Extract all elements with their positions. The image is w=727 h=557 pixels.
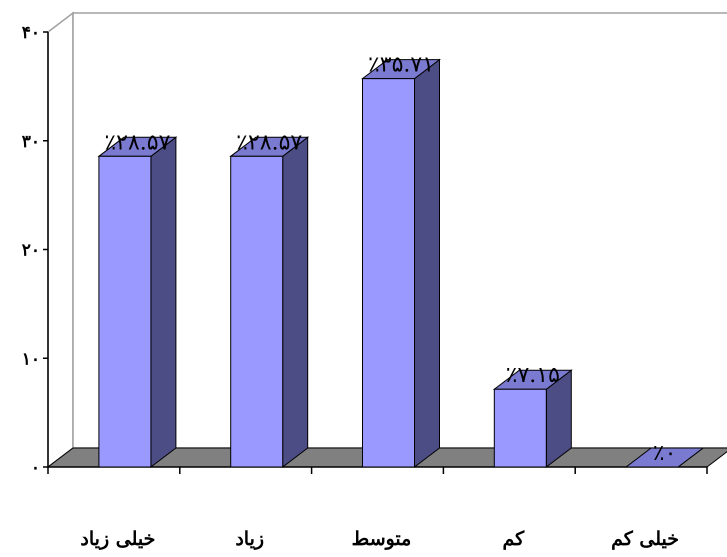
y-tick-label: ۱۰ [22,349,40,369]
category-label: زیاد [235,528,264,550]
y-tick-label: ۰ [31,458,40,478]
data-label: ٪۳۵.۷۱ [368,53,434,78]
bar [97,136,178,469]
chart-labels: ٪۲۸.۵۷ خیلی زیاد ٪۲۸.۵۷ زیاد ٪۳۵.۷۱ متوسط ٪۷.۱… [80,53,679,550]
chart-axes: ۰ ۱۰ ۲۰ ۳۰ ۴۰ [22,23,708,478]
y-tick-label: ۳۰ [22,132,40,152]
data-label: ٪۲۸.۵۷ [104,130,170,155]
bar [361,58,441,469]
side-wall [47,11,74,469]
data-label: ٪۰ [653,441,677,466]
data-label: ٪۷.۱۵ [506,363,560,388]
chart-bars [97,58,705,469]
data-label: ٪۲۸.۵۷ [236,130,302,155]
bar-front [230,155,284,468]
category-label: کم [502,528,525,550]
bar-side [414,58,440,469]
bar-front [493,388,547,468]
category-label: متوسط [352,528,412,550]
bar-top [624,447,705,468]
bar-side [150,136,177,469]
bar [624,447,705,468]
y-tick-label: ۲۰ [22,241,40,261]
category-label: خیلی کم [611,528,679,550]
category-label: خیلی زیاد [80,528,155,550]
bar [492,369,573,469]
bar-side [282,136,309,469]
bar-front [98,155,152,468]
bar [229,136,310,469]
bar-front [362,78,415,468]
y-tick-label: ۴۰ [22,23,40,43]
